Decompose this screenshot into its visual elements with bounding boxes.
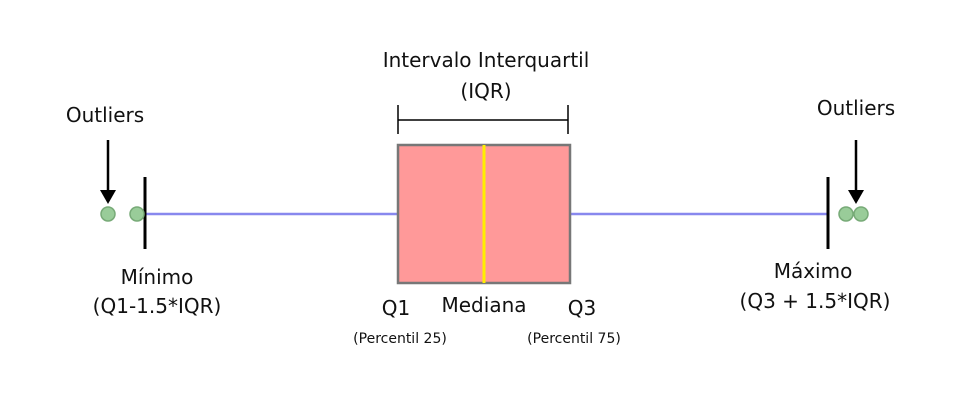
outlier-point [100, 206, 116, 222]
maximum-formula: (Q3 + 1.5*IQR) [739, 289, 891, 313]
iqr-abbr: (IQR) [460, 79, 512, 103]
outlier-point [853, 206, 869, 222]
minimum-label: Mínimo [120, 265, 194, 289]
iqr-bracket [397, 105, 569, 134]
iqr-title: Intervalo Interquartil [382, 48, 590, 72]
maximum-label: Máximo [773, 259, 853, 283]
q1-label: Q1 [381, 296, 411, 320]
median-label: Mediana [441, 293, 527, 317]
minimum-formula: (Q1-1.5*IQR) [92, 294, 222, 318]
outlier-point [838, 206, 854, 222]
arrow-down-icon [100, 140, 116, 204]
outlier-point [129, 206, 145, 222]
q3-label: Q3 [567, 296, 597, 320]
outliers-left-label: Outliers [65, 103, 145, 127]
q1-note: (Percentil 25) [353, 331, 447, 347]
q3-note: (Percentil 75) [527, 331, 621, 347]
arrow-down-icon [848, 140, 864, 204]
outliers-right-label: Outliers [816, 96, 896, 120]
